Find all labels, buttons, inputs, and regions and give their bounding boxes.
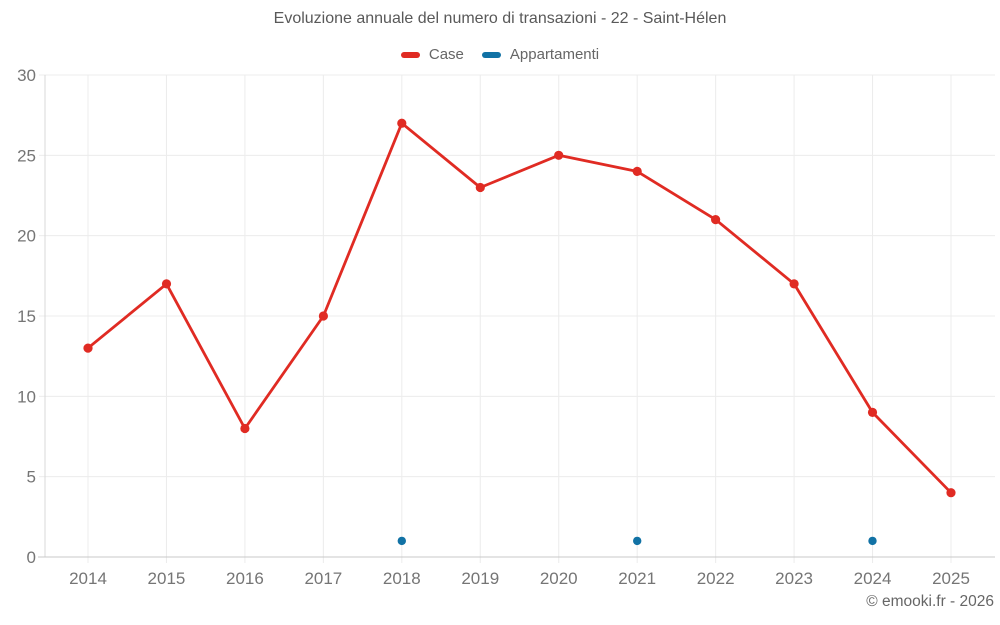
case-point[interactable] [789,279,799,289]
chart-title: Evoluzione annuale del numero di transaz… [273,10,727,27]
x-tick-label: 2025 [932,569,970,588]
appartamenti-point[interactable] [633,536,642,546]
case-legend-label: Case [428,46,464,63]
case-point[interactable] [711,215,721,225]
x-tick-label: 2021 [618,569,656,588]
case-point[interactable] [397,118,407,128]
case-legend-swatch [400,51,420,58]
copyright-credit: © emooki.fr - 2026 [866,593,994,610]
y-tick-label: 15 [17,307,36,326]
case-point[interactable] [475,182,485,193]
x-tick-label: 2020 [540,569,578,588]
case-point[interactable] [554,150,564,160]
x-tick-label: 2015 [148,569,186,588]
case-point[interactable] [867,407,878,417]
legend-item-case[interactable]: Case [400,46,464,63]
y-tick-label: 20 [17,227,36,246]
legend-item-appartamenti[interactable]: Appartamenti [481,46,600,63]
x-tick-label: 2016 [226,569,264,588]
case-line [86,121,953,495]
case-point[interactable] [632,166,642,176]
case-point[interactable] [161,279,172,289]
x-tick-label: 2017 [304,569,342,588]
y-tick-label: 25 [17,146,36,165]
case-point[interactable] [83,343,93,353]
x-tick-label: 2022 [697,569,735,588]
y-tick-label: 0 [27,548,36,567]
case-point[interactable] [318,311,328,321]
y-tick-label: 10 [17,387,36,406]
case-point[interactable] [240,423,250,434]
appartamenti-legend-swatch [481,51,501,58]
appartamenti-legend-label: Appartamenti [509,46,600,63]
x-tick-label: 2024 [854,569,892,588]
x-tick-label: 2018 [383,569,421,588]
case-point[interactable] [946,488,956,498]
appartamenti-point[interactable] [397,536,406,546]
x-tick-label: 2014 [69,569,107,588]
x-tick-label: 2023 [775,569,813,588]
y-tick-label: 30 [17,66,36,85]
y-tick-label: 5 [27,468,36,487]
x-tick-label: 2019 [461,569,499,588]
appartamenti-point[interactable] [868,536,877,546]
chart-legend: Case Appartamenti [0,46,1000,63]
